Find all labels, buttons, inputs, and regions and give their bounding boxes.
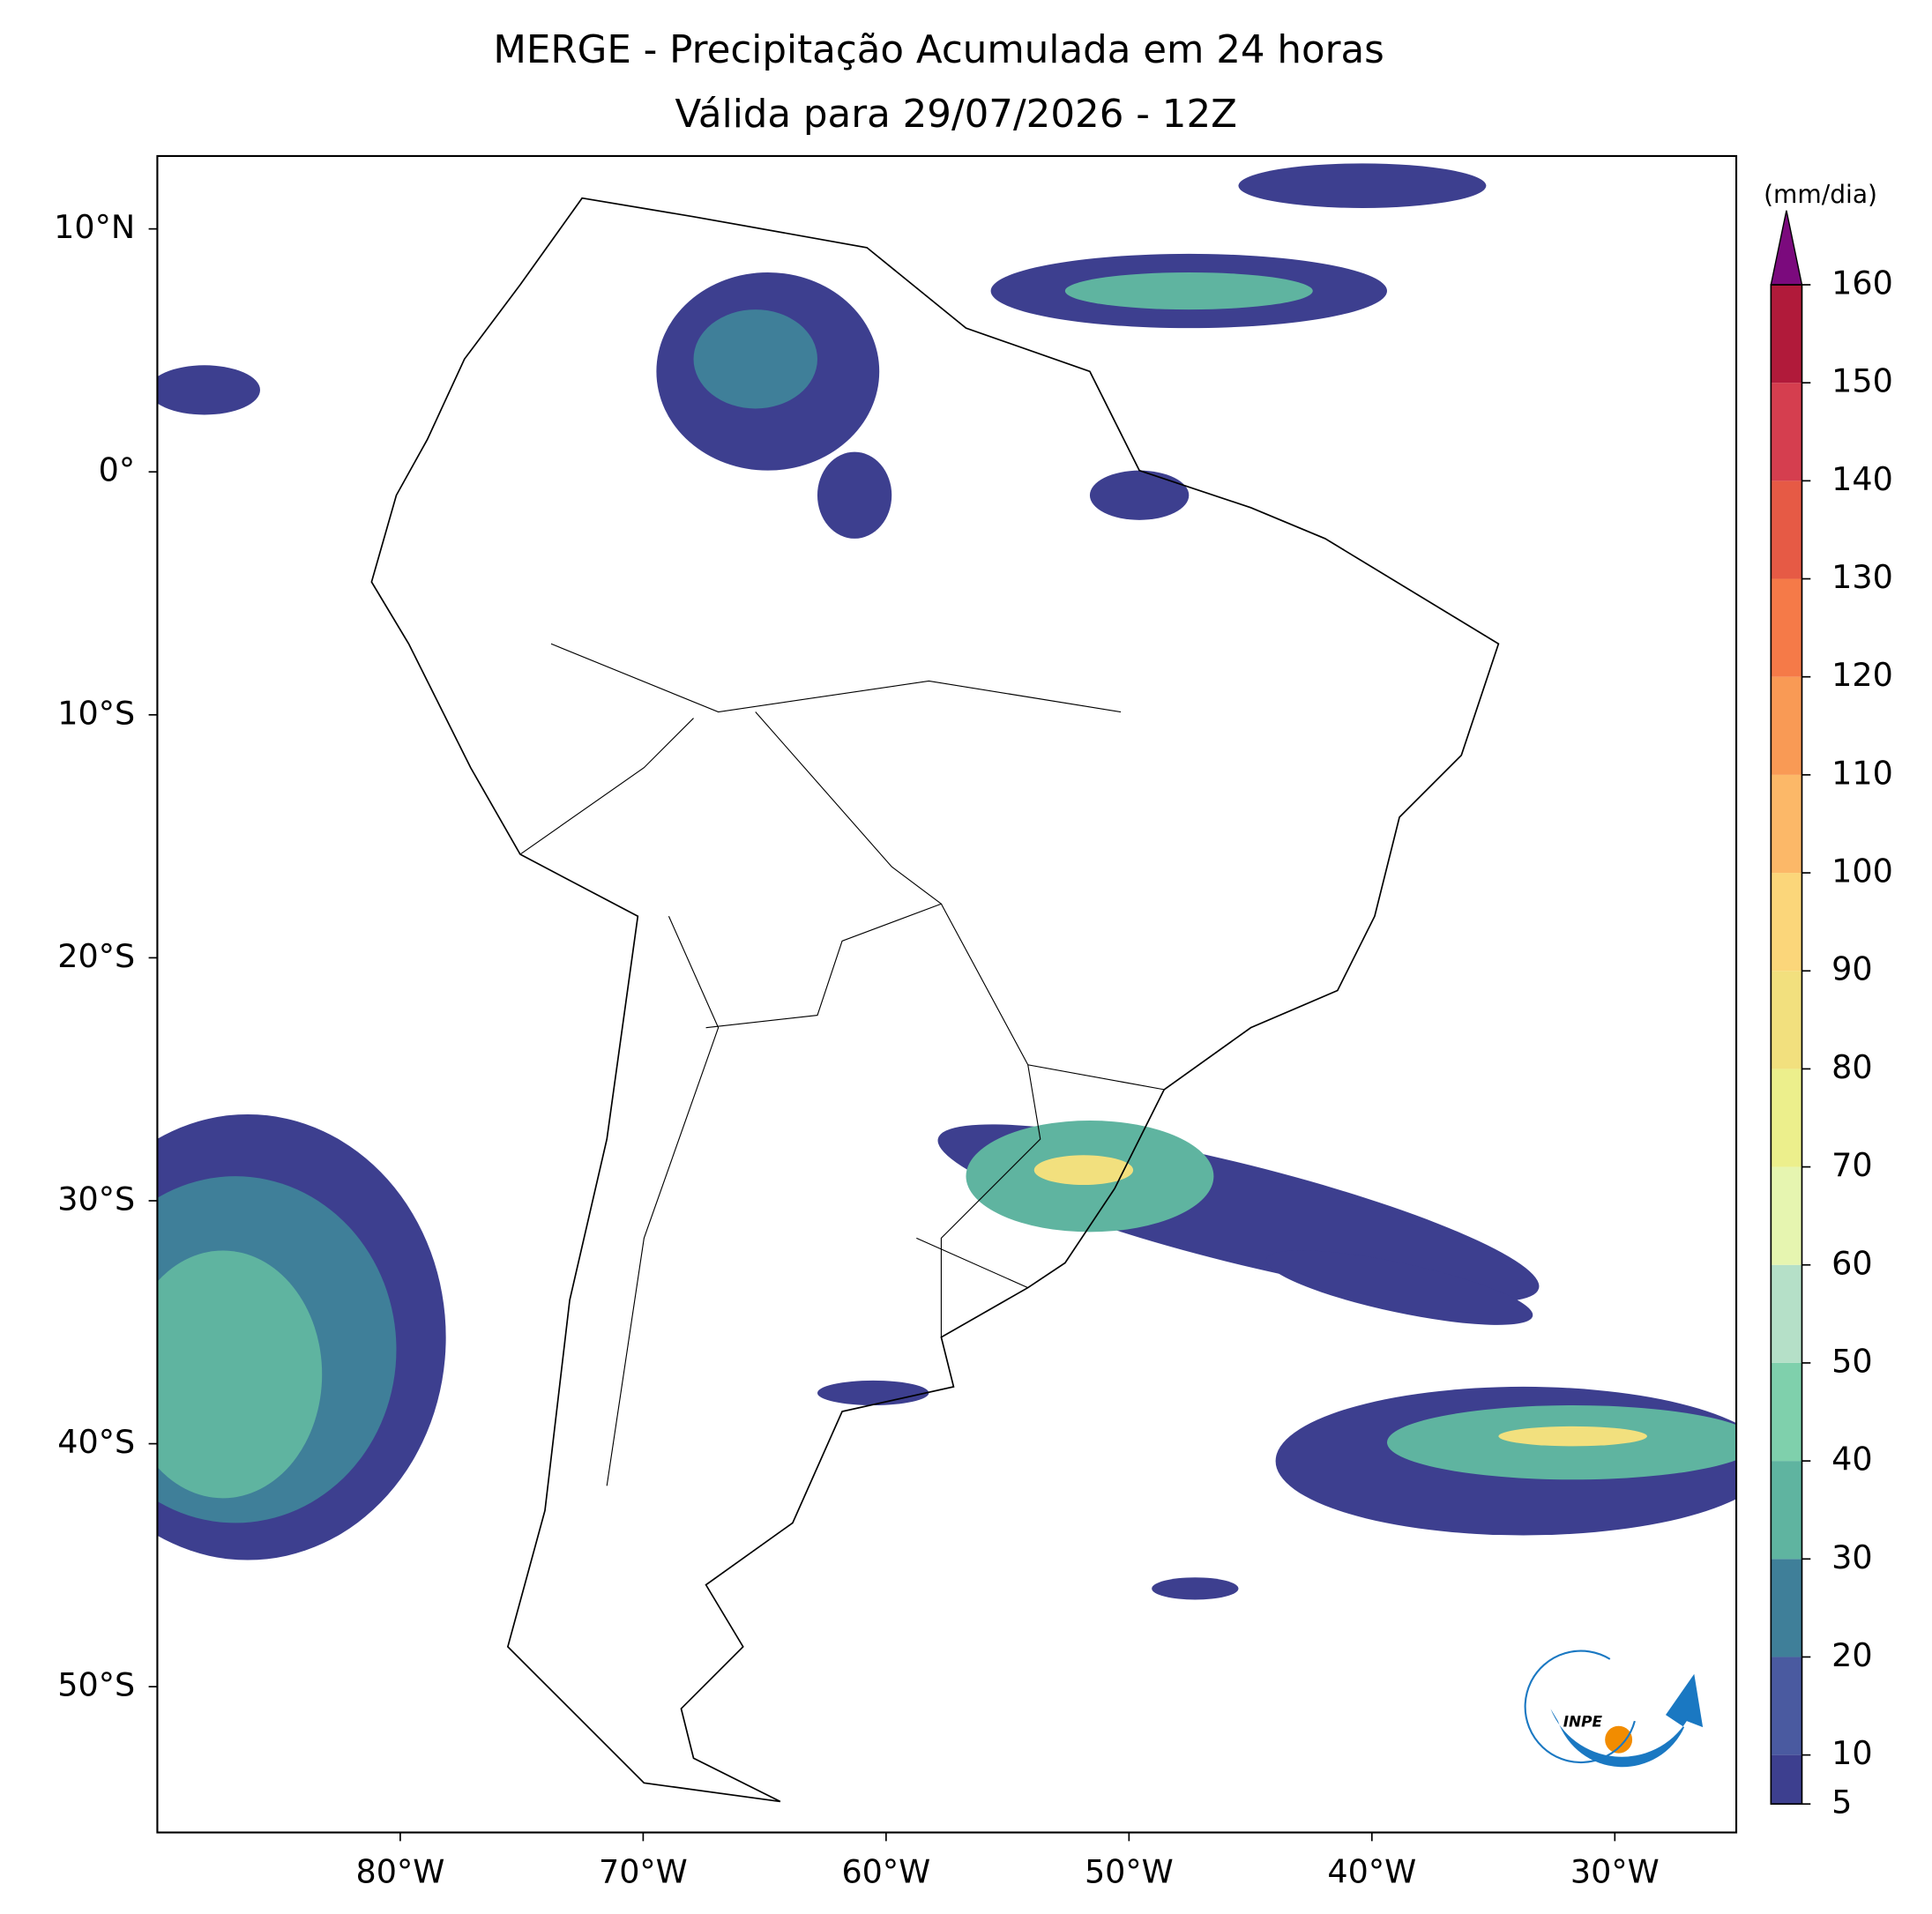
- y-tick-label: 0°: [99, 451, 135, 489]
- x-tick-label: 70°W: [599, 1852, 688, 1890]
- colorbar-tick-label: 30: [1831, 1538, 1872, 1576]
- colorbar-tick-label: 150: [1831, 362, 1893, 400]
- colorbar-segment: [1771, 774, 1802, 874]
- colorbar-segment: [1771, 1559, 1802, 1657]
- precipitation: [157, 163, 1737, 1600]
- colorbar-tick-label: 60: [1831, 1244, 1872, 1282]
- colorbar-segment: [1771, 383, 1802, 481]
- colorbar-tick-label: 20: [1831, 1636, 1872, 1674]
- colorbar-tick-label: 70: [1831, 1146, 1872, 1184]
- colorbar-extend: [1770, 210, 1803, 286]
- colorbar-segment: [1771, 1069, 1802, 1167]
- y-tick-label: 40°S: [57, 1423, 135, 1461]
- colorbar-tick-label: 120: [1831, 656, 1893, 694]
- colorbar-tick-label: 50: [1831, 1342, 1872, 1380]
- colorbar-label: (mm/dia): [1764, 180, 1877, 209]
- y-tick-label: 30°S: [57, 1180, 135, 1218]
- colorbar-segment: [1771, 873, 1802, 972]
- colorbar-frame: [1770, 284, 1803, 1806]
- colorbar-segment: [1771, 1754, 1802, 1805]
- y-tick-label: 20°S: [57, 937, 135, 975]
- borders: [519, 643, 1165, 1486]
- x-tick-label: 30°W: [1570, 1852, 1660, 1890]
- colorbar-segment: [1771, 1657, 1802, 1755]
- colorbar-segment: [1771, 1166, 1802, 1265]
- logo-text: INPE: [1563, 1713, 1603, 1731]
- map-frame: [156, 154, 1738, 1834]
- colorbar-tick-label: 5: [1831, 1784, 1852, 1821]
- colorbar-tick-label: 100: [1831, 853, 1893, 890]
- coastline: [370, 197, 1500, 1803]
- colorbar-segment: [1771, 971, 1802, 1069]
- y-tick-label: 50°S: [57, 1666, 135, 1704]
- colorbar-segment: [1771, 480, 1802, 579]
- x-tick-label: 40°W: [1327, 1852, 1416, 1890]
- colorbar-tick-label: 40: [1831, 1441, 1872, 1478]
- colorbar-segment: [1771, 578, 1802, 677]
- y-tick-label: 10°N: [54, 208, 135, 246]
- colorbar-segment: [1771, 1362, 1802, 1462]
- inpe-logo: INPE: [1524, 1650, 1704, 1768]
- subtitle: Válida para 29/07/2026 - 12Z: [675, 93, 1237, 137]
- x-tick-label: 80°W: [356, 1852, 445, 1890]
- colorbar-segment: [1771, 1264, 1802, 1363]
- y-tick-label: 10°S: [57, 694, 135, 732]
- title: MERGE - Precipitação Acumulada em 24 hor…: [493, 28, 1384, 72]
- x-tick-label: 60°W: [841, 1852, 930, 1890]
- colorbar-tick-label: 10: [1831, 1734, 1872, 1772]
- colorbar-tick-label: 110: [1831, 754, 1893, 792]
- colorbar-tick-label: 140: [1831, 460, 1893, 498]
- colorbar-segment: [1771, 1461, 1802, 1560]
- x-tick-label: 50°W: [1085, 1852, 1174, 1890]
- colorbar-segment: [1771, 676, 1802, 775]
- colorbar-segment: [1771, 285, 1802, 384]
- colorbar-tick-label: 90: [1831, 950, 1872, 988]
- colorbar-tick-label: 160: [1831, 264, 1893, 302]
- colorbar-tick-label: 130: [1831, 558, 1893, 596]
- colorbar-tick-label: 80: [1831, 1048, 1872, 1086]
